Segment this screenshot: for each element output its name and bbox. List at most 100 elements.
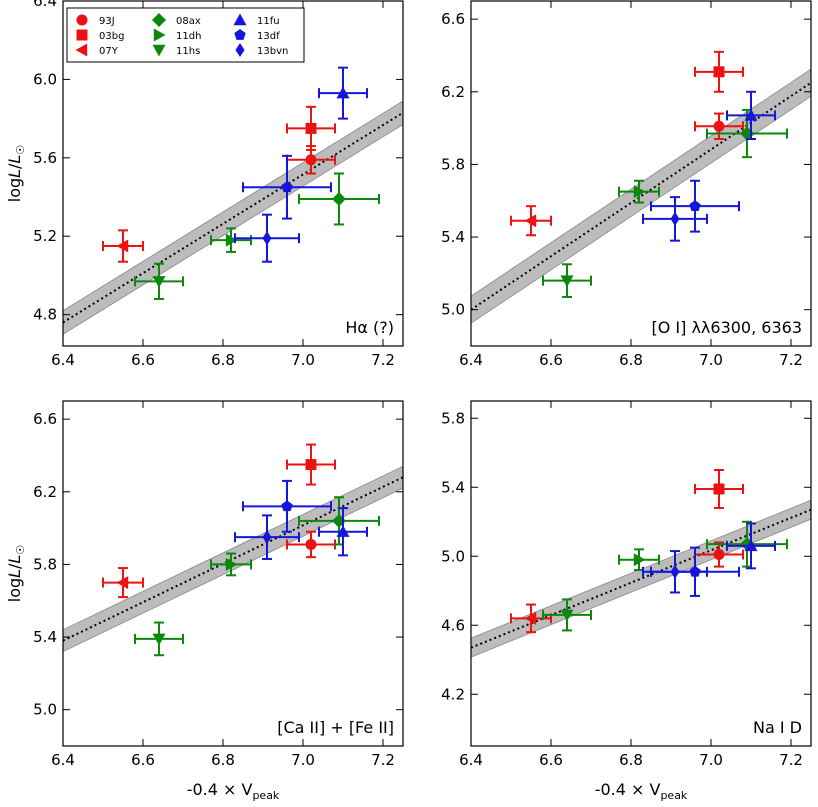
marker-13df bbox=[689, 200, 701, 212]
data-point-11fu bbox=[318, 66, 368, 120]
x-tick-label: 6.8 bbox=[211, 751, 235, 769]
marker-11dh bbox=[225, 557, 238, 571]
y-tick-label: 5.4 bbox=[33, 628, 57, 646]
y-tick-label: 5.4 bbox=[441, 478, 465, 496]
data-point-11hs bbox=[542, 263, 592, 298]
panel-label: Hα (?) bbox=[345, 318, 394, 337]
marker-03bg bbox=[305, 122, 317, 134]
legend-marker-08ax bbox=[152, 13, 166, 27]
legend: 93J 03bg 07Y 08ax 11dh 11hs 11fu 13df 13bvn bbox=[66, 7, 305, 63]
legend-item-13df: 13df bbox=[234, 29, 280, 42]
y-axis-label-sun: ☉ bbox=[14, 545, 27, 555]
plot-area bbox=[63, 443, 403, 657]
x-tick-label: 6.8 bbox=[619, 751, 643, 769]
legend-marker-07Y bbox=[75, 43, 88, 57]
plot-area bbox=[471, 469, 811, 658]
marker-13bvn bbox=[670, 564, 680, 579]
y-tick-label: 6.6 bbox=[441, 10, 465, 28]
legend-box bbox=[66, 7, 305, 63]
data-point-93J bbox=[694, 112, 744, 140]
legend-item-07Y: 07Y bbox=[75, 43, 119, 57]
fit-line bbox=[63, 111, 403, 324]
data-point-11dh bbox=[618, 179, 660, 204]
y-axis-label-sep: / bbox=[5, 163, 24, 169]
marker-13df bbox=[281, 181, 293, 193]
data-point-13bvn bbox=[234, 514, 300, 560]
x-tick-label: 6.6 bbox=[131, 351, 155, 369]
marker-07Y bbox=[116, 576, 129, 590]
y-tick-label: 5.4 bbox=[441, 228, 465, 246]
x-axis-label-sub: peak bbox=[252, 789, 279, 802]
panel-label: Na I D bbox=[753, 718, 802, 737]
legend-label-93J: 93J bbox=[99, 16, 115, 27]
data-point-13bvn bbox=[234, 213, 300, 263]
panel-3: 6.4 6.6 6.8 7.0 7.2 5.0 5.4 5.8 6.2 6.6 [Ca II] + … bbox=[5, 400, 404, 802]
marker-13bvn bbox=[262, 530, 272, 545]
x-tick-label: 7.2 bbox=[779, 751, 803, 769]
legend-label-03bg: 03bg bbox=[99, 31, 124, 42]
x-tick-label: 6.6 bbox=[539, 351, 563, 369]
data-point-11fu bbox=[726, 522, 776, 570]
y-tick-label: 5.0 bbox=[441, 301, 465, 319]
marker-93J bbox=[713, 120, 725, 132]
data-point-13df bbox=[242, 154, 332, 220]
legend-label-08ax: 08ax bbox=[176, 16, 201, 27]
data-point-07Y bbox=[510, 603, 552, 634]
legend-label-13df: 13df bbox=[257, 31, 280, 42]
data-point-11hs bbox=[134, 262, 184, 300]
marker-07Y bbox=[524, 214, 537, 228]
marker-08ax bbox=[332, 191, 346, 206]
x-tick-label: 6.6 bbox=[539, 751, 563, 769]
x-tick-label: 6.4 bbox=[51, 351, 75, 369]
panel-4: 6.4 6.6 6.8 7.0 7.2 4.2 4.6 5.0 5.4 5.8 Na I D -0.4… bbox=[441, 400, 812, 802]
marker-11dh bbox=[225, 233, 238, 247]
marker-93J bbox=[305, 538, 317, 550]
x-tick-label: 7.2 bbox=[371, 351, 395, 369]
y-tick-label: 4.2 bbox=[441, 685, 465, 703]
data-point-11fu bbox=[726, 90, 776, 140]
legend-marker-11hs bbox=[152, 44, 166, 57]
y-axis-label-Lsun: L bbox=[5, 155, 24, 164]
data-point-03bg bbox=[694, 469, 744, 509]
data-point-13bvn bbox=[642, 196, 708, 242]
x-tick-label: 7.2 bbox=[779, 351, 803, 369]
x-tick-label: 7.2 bbox=[371, 751, 395, 769]
x-axis-label-main: -0.4 × V bbox=[595, 780, 661, 799]
y-tick-label: 6.2 bbox=[33, 483, 57, 501]
data-point-13df bbox=[650, 179, 740, 233]
plot-area bbox=[471, 50, 811, 324]
marker-13df bbox=[281, 500, 293, 512]
panels-layer: 6.4 6.6 6.8 7.0 7.24.85.25.66.06.4Hα (?)logL… bbox=[5, 0, 812, 802]
legend-marker-93J bbox=[76, 14, 88, 26]
y-tick-label: 6.2 bbox=[441, 83, 465, 101]
data-point-13bvn bbox=[642, 550, 708, 594]
x-tick-label: 6.4 bbox=[459, 751, 483, 769]
marker-03bg bbox=[305, 459, 317, 471]
y-tick-label: 6.4 bbox=[33, 0, 57, 10]
y-tick-label: 4.8 bbox=[33, 306, 57, 324]
marker-11fu bbox=[336, 86, 350, 99]
marker-11dh bbox=[633, 553, 646, 567]
y-axis-label-Lsun: L bbox=[5, 555, 24, 564]
data-point-13df bbox=[242, 479, 332, 533]
legend-marker-13bvn bbox=[235, 43, 245, 57]
legend-item-11fu: 11fu bbox=[233, 13, 280, 27]
x-tick-label: 7.0 bbox=[699, 751, 723, 769]
data-point-11dh bbox=[210, 552, 252, 577]
legend-label-11fu: 11fu bbox=[257, 16, 280, 27]
marker-11hs bbox=[152, 633, 166, 646]
marker-11dh bbox=[633, 185, 646, 199]
legend-item-03bg: 03bg bbox=[76, 29, 124, 42]
data-point-03bg bbox=[694, 50, 744, 93]
marker-11hs bbox=[560, 609, 574, 622]
marker-13bvn bbox=[670, 211, 680, 226]
y-tick-label: 5.2 bbox=[33, 227, 57, 245]
x-axis-label: -0.4 × Vpeak bbox=[595, 780, 688, 802]
y-axis-label-L: L bbox=[5, 169, 24, 178]
legend-label-11dh: 11dh bbox=[176, 31, 201, 42]
x-tick-label: 6.4 bbox=[459, 351, 483, 369]
data-point-93J bbox=[286, 530, 336, 559]
y-axis-label-L: L bbox=[5, 569, 24, 578]
y-tick-label: 4.6 bbox=[441, 616, 465, 634]
